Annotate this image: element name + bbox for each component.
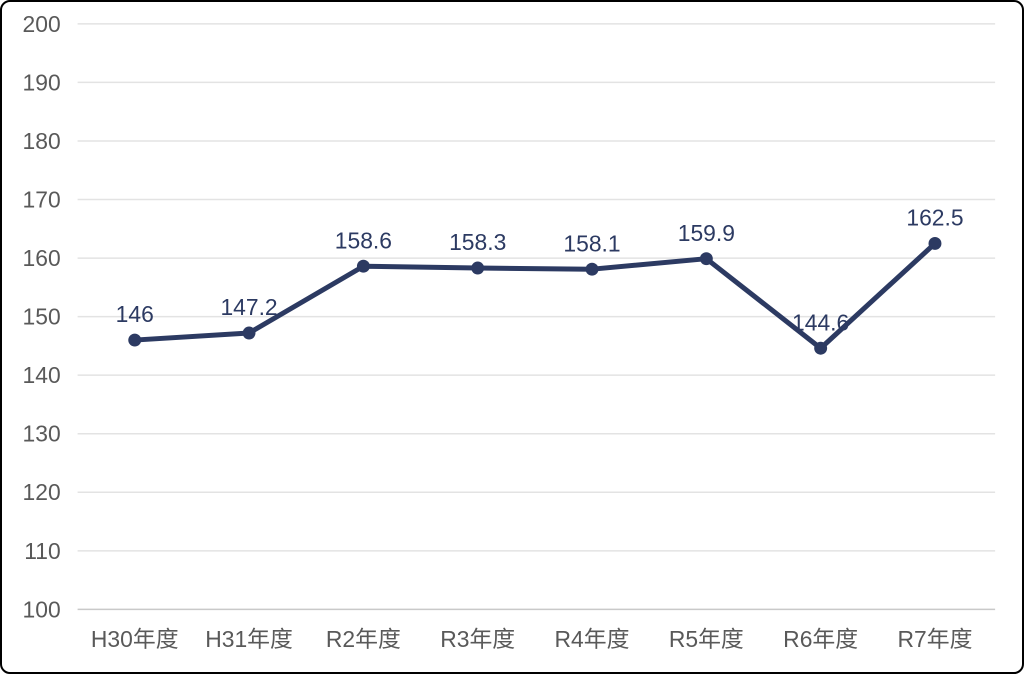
y-axis-tick-label: 180	[23, 128, 61, 154]
x-axis-category-label: R7年度	[897, 626, 972, 652]
y-axis-tick-label: 100	[23, 596, 61, 622]
data-value-label: 158.1	[563, 230, 620, 256]
data-value-label: 144.6	[792, 309, 849, 335]
data-value-label: 146	[116, 301, 154, 327]
data-point-marker	[585, 262, 599, 276]
data-line	[132, 240, 938, 351]
data-value-label: 159.9	[678, 220, 735, 246]
y-axis-tick-label: 200	[23, 11, 61, 37]
y-axis-tick-label: 120	[23, 479, 61, 505]
data-point-marker	[928, 236, 942, 250]
data-value-label: 158.3	[449, 229, 506, 255]
y-axis-tick-label: 170	[23, 186, 61, 212]
data-value-label: 162.5	[906, 205, 963, 231]
y-axis-tick-label: 190	[23, 69, 61, 95]
x-axis-category-label: R2年度	[326, 626, 401, 652]
data-point-marker	[356, 259, 370, 273]
x-axis-category-label: R3年度	[440, 626, 515, 652]
y-axis-tick-label: 150	[23, 304, 61, 330]
data-point-marker	[699, 252, 713, 266]
data-point-marker	[242, 326, 256, 340]
x-axis-category-label: H31年度	[205, 626, 293, 652]
y-axis-tick-label: 140	[23, 362, 61, 388]
y-axis-tick-label: 110	[24, 538, 60, 564]
data-value-label: 158.6	[335, 227, 392, 253]
data-value-label: 147.2	[220, 294, 277, 320]
x-axis-category-label: R5年度	[669, 626, 744, 652]
x-axis-category-label: H30年度	[91, 626, 179, 652]
y-axis-tick-label: 160	[23, 245, 61, 271]
x-axis-category-label: R6年度	[783, 626, 858, 652]
data-point-marker	[471, 261, 485, 275]
x-axis-category-label: R4年度	[555, 626, 630, 652]
y-axis-tick-label: 130	[23, 421, 61, 447]
data-point-marker	[814, 341, 828, 355]
data-point-marker	[128, 333, 142, 347]
